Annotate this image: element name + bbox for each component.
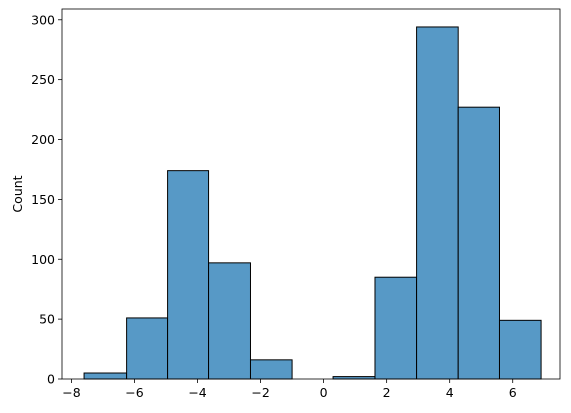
x-tick-label-5: 2 xyxy=(383,385,391,400)
histogram-bar-4 xyxy=(249,359,293,380)
x-tick-label-4: 0 xyxy=(320,385,328,400)
histogram-bar-0 xyxy=(83,372,128,380)
y-tick-label-2: 100 xyxy=(31,252,55,267)
y-tick-label-4: 200 xyxy=(31,132,55,147)
x-tick-label-7: 6 xyxy=(509,385,517,400)
y-tick-label-3: 150 xyxy=(31,192,55,207)
x-tick-label-0: −8 xyxy=(62,385,80,400)
y-axis: 0 50 100 150 200 250 300 xyxy=(31,12,62,387)
y-axis-label: Count xyxy=(10,175,25,212)
histogram-bar-2 xyxy=(167,170,210,380)
y-tick-label-1: 50 xyxy=(39,312,55,327)
histogram-bar-9 xyxy=(457,106,500,380)
x-tick-label-6: 4 xyxy=(446,385,454,400)
x-tick-label-2: −4 xyxy=(188,385,206,400)
histogram-bar-10 xyxy=(498,319,542,380)
y-tick-label-0: 0 xyxy=(47,372,55,387)
x-axis: −8 −6 −4 −2 0 2 4 6 xyxy=(62,379,517,400)
x-tick-label-3: −2 xyxy=(251,385,269,400)
histogram-bar-7 xyxy=(374,276,418,380)
bars-group xyxy=(83,26,542,380)
histogram-bar-1 xyxy=(126,317,169,380)
histogram-bar-3 xyxy=(208,262,251,380)
x-tick-label-1: −6 xyxy=(125,385,143,400)
y-tick-label-5: 250 xyxy=(31,72,55,87)
y-tick-label-6: 300 xyxy=(31,12,55,27)
histogram-bar-8 xyxy=(416,26,459,380)
plot-frame xyxy=(61,8,561,380)
